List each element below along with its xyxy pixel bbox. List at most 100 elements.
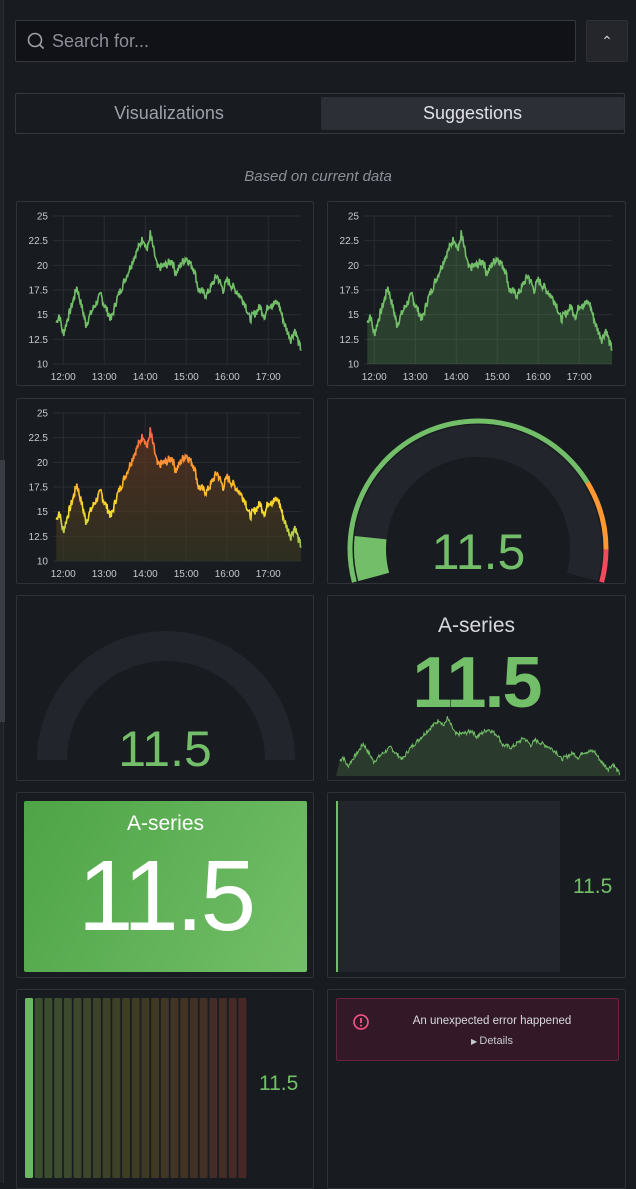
x-tick-label: 14:00: [133, 569, 158, 580]
series-line: [55, 427, 302, 548]
lcd-cell: [25, 998, 33, 1178]
bar-gauge-value: 11.5: [259, 1072, 299, 1095]
lcd-cell: [141, 998, 150, 1178]
lcd-cell: [112, 998, 121, 1178]
threshold-band: [599, 549, 609, 583]
bar-gauge-bar: [336, 801, 560, 972]
lcd-cell: [228, 998, 237, 1178]
suggestion-stat-background[interactable]: A-series 11.5: [16, 792, 314, 978]
y-tick-label: 25: [37, 212, 49, 223]
y-tick-label: 12.5: [340, 335, 360, 346]
lcd-cell: [102, 998, 111, 1178]
sparkline-area: [336, 716, 620, 776]
stat-value: 11.5: [412, 643, 542, 723]
y-tick-label: 17.5: [29, 286, 49, 297]
x-tick-label: 12:00: [362, 372, 387, 383]
timeseries-chart: 10 12.5 15 17.5 20 22.5 25 12:00 13:00 14:00 15:00…: [29, 212, 302, 383]
x-tick-label: 15:00: [174, 569, 199, 580]
gauge-fill: [354, 536, 390, 582]
tab-suggestions[interactable]: Suggestions: [321, 97, 624, 130]
y-tick-label: 12.5: [29, 532, 49, 543]
tab-visualizations[interactable]: Visualizations: [114, 103, 224, 123]
search-box[interactable]: [15, 20, 576, 62]
lcd-cell: [92, 998, 101, 1178]
search-icon: [27, 32, 45, 50]
lcd-cell: [180, 998, 189, 1178]
x-tick-label: 14:00: [444, 372, 469, 383]
chevron-up-icon: ⌃: [601, 32, 613, 49]
gauge-track: [354, 425, 602, 582]
collapse-button[interactable]: ⌃: [586, 20, 628, 62]
y-tick-label: 22.5: [340, 236, 360, 247]
x-tick-label: 17:00: [567, 372, 592, 383]
y-tick-label: 15: [348, 310, 360, 321]
series-area: [56, 427, 301, 561]
view-toggle: Visualizations Suggestions: [15, 93, 625, 134]
suggestion-gauge[interactable]: 11.5: [327, 398, 626, 584]
lcd-cell: [34, 998, 43, 1178]
y-tick-label: 10: [37, 557, 49, 568]
lcd-cell: [160, 998, 169, 1178]
x-tick-label: 14:00: [133, 372, 158, 383]
x-tick-label: 15:00: [174, 372, 199, 383]
sparkline-chart: [336, 715, 621, 776]
suggestion-bargauge-lcd[interactable]: 11.5: [16, 989, 314, 1189]
y-tick-label: 25: [37, 409, 49, 420]
x-tick-label: 13:00: [92, 372, 117, 383]
lcd-cell: [63, 998, 72, 1178]
suggestion-bargauge-basic[interactable]: 11.5: [327, 792, 626, 978]
lcd-cell: [44, 998, 53, 1178]
lcd-cell: [131, 998, 140, 1178]
y-tick-label: 20: [37, 261, 49, 272]
suggestion-gauge-plain[interactable]: 11.5: [16, 595, 314, 781]
triangle-right-icon: ▶: [471, 1037, 480, 1046]
suggestion-stat-sparkline[interactable]: A-series 11.5: [327, 595, 626, 781]
series-line: [366, 230, 613, 351]
threshold-band: [347, 418, 590, 583]
y-tick-label: 15: [37, 507, 49, 518]
scrollbar-thumb[interactable]: [0, 460, 5, 722]
x-tick-label: 17:00: [256, 569, 281, 580]
y-tick-label: 10: [37, 360, 49, 371]
y-tick-label: 22.5: [29, 236, 49, 247]
lcd-bar-gauge: [25, 998, 247, 1178]
y-tick-label: 17.5: [340, 286, 360, 297]
y-tick-label: 15: [37, 310, 49, 321]
y-tick-label: 10: [348, 360, 360, 371]
lcd-cell: [199, 998, 208, 1178]
suggestions-subtitle: Based on current data: [244, 168, 392, 185]
lcd-cell: [238, 998, 247, 1178]
x-tick-label: 12:00: [51, 569, 76, 580]
suggestion-error-panel[interactable]: An unexpected error happened ▶ Details: [327, 989, 626, 1189]
x-tick-label: 15:00: [485, 372, 510, 383]
stat-value: 11.5: [77, 840, 256, 952]
y-tick-label: 25: [348, 212, 360, 223]
suggestion-timeseries-line[interactable]: 10 12.5 15 17.5 20 22.5 25 12:00 13:00 14:00 15:00…: [16, 201, 314, 386]
lcd-cell: [54, 998, 63, 1178]
error-details-toggle[interactable]: ▶ Details: [377, 1035, 607, 1047]
lcd-cell: [170, 998, 179, 1178]
bar-gauge-value: 11.5: [573, 875, 613, 898]
gauge-chart: [37, 631, 295, 761]
x-tick-label: 12:00: [51, 372, 76, 383]
search-input[interactable]: [52, 30, 532, 52]
series-area: [367, 230, 612, 364]
lcd-cell: [122, 998, 130, 1178]
suggestion-timeseries-area[interactable]: 10 12.5 15 17.5 20 22.5 25 12:00 13:00 14:00 15:00…: [327, 201, 626, 386]
details-label: Details: [479, 1035, 513, 1047]
suggestion-timeseries-gradient[interactable]: 10 12.5 15 17.5 20 22.5 25 12:00 13:00 14:00 15:00…: [16, 398, 314, 584]
y-tick-label: 17.5: [29, 483, 49, 494]
lcd-cell: [189, 998, 198, 1178]
error-icon: [353, 1014, 369, 1030]
threshold-band: [585, 481, 609, 550]
y-tick-label: 20: [348, 261, 360, 272]
lcd-cell: [219, 998, 227, 1178]
x-tick-label: 17:00: [256, 372, 281, 383]
x-tick-label: 16:00: [526, 372, 551, 383]
lcd-cell: [209, 998, 218, 1178]
x-tick-label: 16:00: [215, 569, 240, 580]
y-tick-label: 20: [37, 458, 49, 469]
gauge-track: [37, 631, 295, 761]
gauge-chart: [347, 418, 609, 583]
error-message: An unexpected error happened: [412, 1015, 572, 1027]
